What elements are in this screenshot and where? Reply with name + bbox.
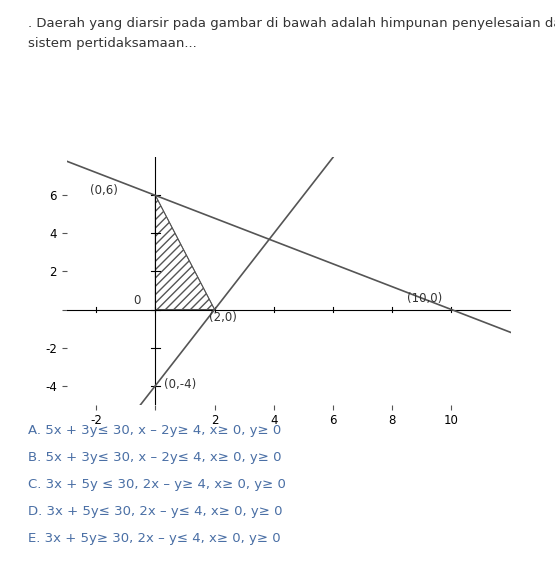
Text: C. 3x + 5y ≤ 30, 2x – y≥ 4, x≥ 0, y≥ 0: C. 3x + 5y ≤ 30, 2x – y≥ 4, x≥ 0, y≥ 0 [28,478,286,491]
Text: (10,0): (10,0) [407,292,442,305]
Text: 0: 0 [133,294,140,307]
Text: sistem pertidaksamaan...: sistem pertidaksamaan... [28,37,196,49]
Text: E. 3x + 5y≥ 30, 2x – y≤ 4, x≥ 0, y≥ 0: E. 3x + 5y≥ 30, 2x – y≤ 4, x≥ 0, y≥ 0 [28,532,280,545]
Text: D. 3x + 5y≤ 30, 2x – y≤ 4, x≥ 0, y≥ 0: D. 3x + 5y≤ 30, 2x – y≤ 4, x≥ 0, y≥ 0 [28,505,282,518]
Text: (2,0): (2,0) [209,311,236,324]
Text: . Daerah yang diarsir pada gambar di bawah adalah himpunan penyelesaian dari: . Daerah yang diarsir pada gambar di baw… [28,17,555,30]
Text: (0,-4): (0,-4) [164,378,196,391]
Text: (0,6): (0,6) [90,184,118,197]
Text: A. 5x + 3y≤ 30, x – 2y≥ 4, x≥ 0, y≥ 0: A. 5x + 3y≤ 30, x – 2y≥ 4, x≥ 0, y≥ 0 [28,424,281,437]
Text: B. 5x + 3y≤ 30, x – 2y≤ 4, x≥ 0, y≥ 0: B. 5x + 3y≤ 30, x – 2y≤ 4, x≥ 0, y≥ 0 [28,451,281,464]
